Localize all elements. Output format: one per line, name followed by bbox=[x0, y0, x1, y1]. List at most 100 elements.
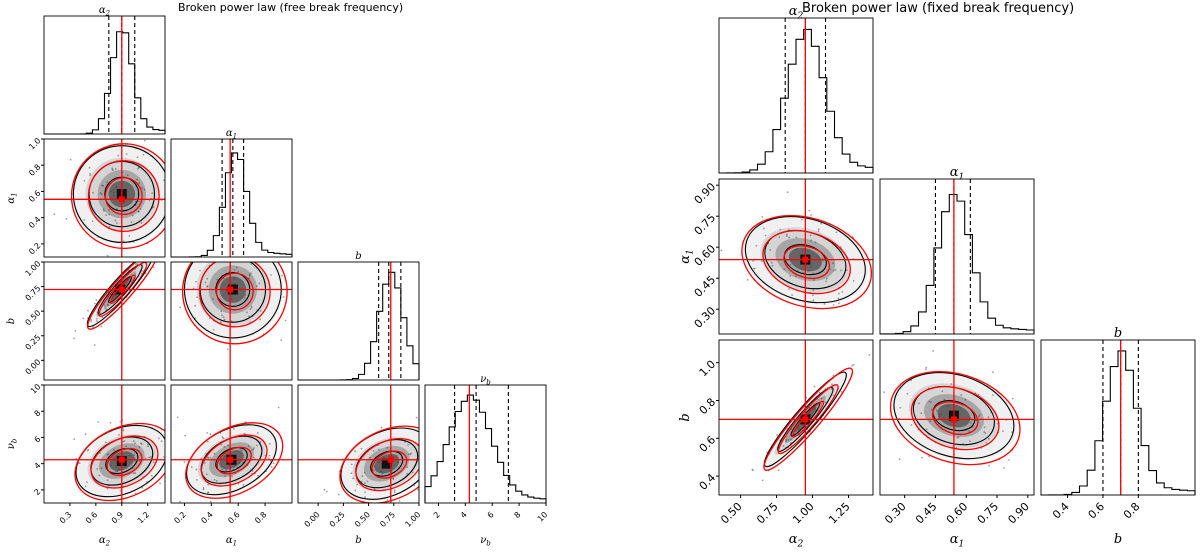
scatter-point bbox=[134, 460, 136, 462]
ytick-label: 0.4 bbox=[697, 471, 719, 493]
scatter-point bbox=[45, 112, 47, 114]
scatter-point bbox=[103, 210, 105, 212]
scatter-point bbox=[839, 246, 842, 248]
scatter-point bbox=[159, 482, 161, 485]
scatter-point bbox=[985, 441, 988, 444]
scatter-point bbox=[968, 430, 971, 433]
scatter-point bbox=[243, 296, 246, 299]
scatter-point bbox=[364, 496, 366, 498]
scatter-point bbox=[138, 459, 141, 462]
panel-0-3-0: 2 4 6 8 10 0.3 0.6 0.9 1.2 bbox=[29, 382, 166, 525]
xlabel-b: b bbox=[1114, 532, 1122, 547]
scatter-point bbox=[386, 499, 389, 501]
scatter-point bbox=[421, 449, 423, 451]
scatter-point bbox=[895, 254, 897, 256]
truth-marker bbox=[387, 456, 394, 463]
scatter-point bbox=[157, 437, 160, 440]
contour-red-0 bbox=[371, 450, 408, 479]
scatter-point bbox=[956, 436, 959, 439]
scatter-point bbox=[746, 278, 749, 281]
truth-marker bbox=[950, 416, 957, 423]
contour-red-1 bbox=[355, 437, 419, 492]
scatter-point bbox=[140, 443, 143, 446]
scatter-point bbox=[132, 472, 135, 475]
scatter-point bbox=[267, 239, 269, 241]
scatter-point bbox=[239, 448, 242, 451]
xtick-label: 0.9 bbox=[110, 510, 125, 525]
scatter-point bbox=[106, 181, 109, 184]
scatter-point bbox=[837, 297, 840, 300]
scatter-point bbox=[93, 344, 96, 346]
scatter-point bbox=[820, 397, 823, 400]
scatter-point bbox=[392, 478, 395, 481]
scatter-point bbox=[791, 294, 793, 297]
contour-red-0 bbox=[104, 177, 143, 216]
scatter-point bbox=[221, 468, 223, 471]
scatter-point bbox=[794, 275, 797, 278]
scatter-point bbox=[249, 308, 252, 310]
scatter-point bbox=[838, 292, 840, 295]
contour-red-2 bbox=[185, 422, 284, 499]
scatter-point bbox=[207, 483, 210, 486]
contour-red-2 bbox=[889, 370, 1021, 466]
panel-0-1-0: 0.2 0.4 0.6 0.8 1.0 bbox=[27, 112, 166, 258]
contour-black-2 bbox=[744, 216, 866, 304]
panel-1-2-1: 0.30 0.45 0.60 0.75 0.90 bbox=[879, 339, 1035, 526]
scatter-point bbox=[195, 468, 198, 471]
scatter-point bbox=[751, 468, 754, 471]
scatter-point bbox=[987, 416, 990, 419]
scatter-point bbox=[925, 428, 928, 431]
scatter-point bbox=[236, 257, 238, 259]
scatter-point bbox=[206, 491, 209, 494]
scatter-point bbox=[205, 473, 208, 476]
ytick-label: 0.50 bbox=[24, 308, 43, 327]
scatter-point bbox=[257, 474, 259, 477]
panel-frame bbox=[43, 384, 166, 504]
ytick-label: 0.60 bbox=[692, 242, 719, 269]
scatter-point bbox=[832, 262, 834, 265]
scatter-point bbox=[137, 200, 140, 203]
scatter-point bbox=[380, 426, 383, 429]
scatter-point bbox=[96, 317, 98, 320]
scatter-point bbox=[755, 244, 758, 247]
truth-marker bbox=[118, 456, 125, 463]
scatter-point bbox=[212, 298, 215, 300]
scatter-point bbox=[212, 328, 215, 331]
scatter-point bbox=[111, 167, 114, 170]
scatter-point bbox=[928, 455, 931, 458]
scatter-point bbox=[372, 450, 375, 452]
scatter-point bbox=[194, 317, 197, 319]
scatter-point bbox=[921, 456, 924, 459]
xtick-label: 0.50 bbox=[718, 500, 745, 527]
scatter-point bbox=[350, 463, 353, 466]
panel-frame bbox=[879, 178, 1035, 335]
scatter-point bbox=[369, 456, 372, 459]
contour-red-2 bbox=[763, 367, 854, 471]
contour-red-2 bbox=[70, 143, 165, 249]
histogram-νb bbox=[424, 394, 547, 503]
scatter-point bbox=[75, 457, 78, 460]
contour-red-2 bbox=[86, 262, 159, 330]
scatter-point bbox=[820, 222, 822, 225]
scatter-point bbox=[204, 281, 207, 284]
scatter-point bbox=[360, 480, 363, 483]
contour-red-1 bbox=[198, 262, 271, 328]
scatter-point bbox=[106, 254, 109, 257]
scatter-point bbox=[167, 311, 169, 313]
scatter-point bbox=[779, 228, 782, 231]
scatter-point bbox=[150, 474, 153, 477]
truth-marker bbox=[227, 286, 234, 293]
scatter-point bbox=[929, 420, 932, 423]
scatter-point bbox=[106, 487, 109, 490]
scatter-point bbox=[159, 241, 161, 243]
scatter-point bbox=[119, 420, 122, 423]
scatter-point bbox=[97, 421, 100, 423]
scatter-point bbox=[910, 379, 912, 382]
scatter-point bbox=[821, 259, 824, 262]
scatter-point bbox=[943, 398, 946, 401]
hist-title-α1: α1 bbox=[950, 165, 965, 182]
scatter-point bbox=[821, 257, 824, 260]
scatter-point bbox=[978, 414, 981, 416]
xtick-label: 0.4 bbox=[1050, 500, 1072, 522]
